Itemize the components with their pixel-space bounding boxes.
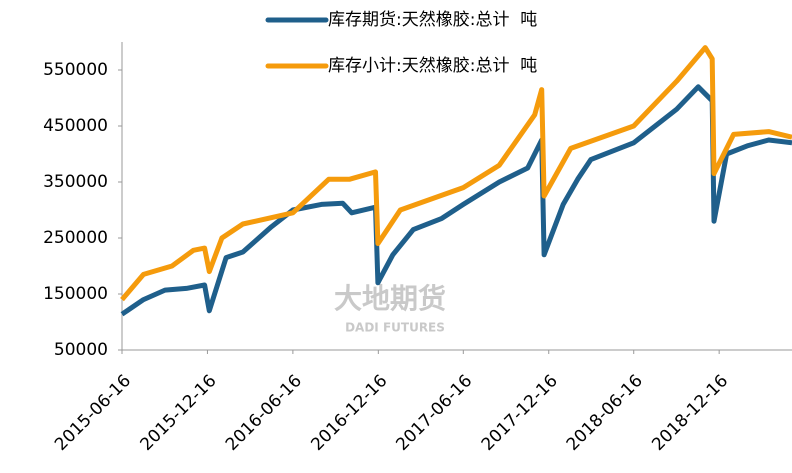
x-tick-label: 2018-12-16 [648, 371, 732, 455]
x-tick-label: 2016-12-16 [307, 371, 391, 455]
line-series [120, 45, 792, 302]
line-series [120, 84, 792, 317]
y-tick-label: 250000 [43, 228, 108, 248]
y-tick-label: 350000 [43, 172, 108, 192]
watermark: DADI FUTURES [345, 321, 445, 335]
x-tick-label: 2016-06-16 [222, 371, 306, 455]
x-tick-label: 2017-06-16 [392, 371, 476, 455]
legend-label: 库存小计:天然橡胶:总计 吨 [328, 56, 537, 76]
y-tick-label: 550000 [43, 60, 108, 80]
y-tick-label: 50000 [54, 340, 108, 360]
x-tick-label: 2017-12-16 [478, 371, 562, 455]
y-tick-label: 150000 [43, 284, 108, 304]
x-tick-label: 2015-06-16 [51, 371, 135, 455]
x-tick-label: 2018-06-16 [563, 371, 647, 455]
x-tick-label: 2015-12-16 [137, 371, 221, 455]
y-tick-label: 450000 [43, 116, 108, 136]
legend-label: 库存期货:天然橡胶:总计 吨 [328, 10, 537, 30]
watermark: 大地期货 [334, 282, 446, 315]
